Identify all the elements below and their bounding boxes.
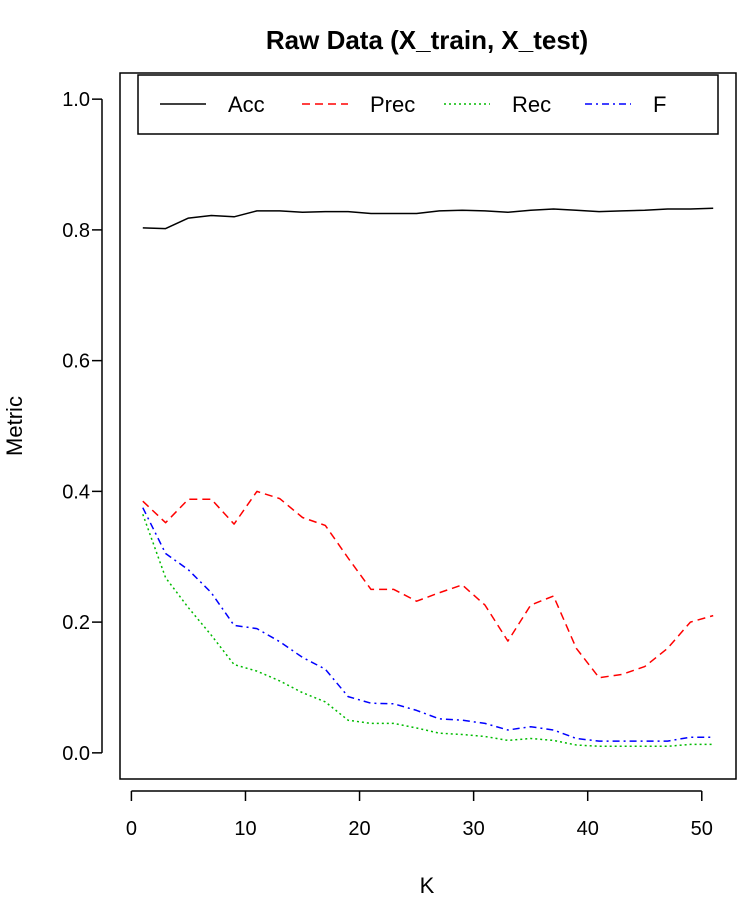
legend-label-f: F: [653, 92, 666, 117]
legend-label-prec: Prec: [370, 92, 415, 117]
x-tick-label: 50: [691, 818, 713, 840]
y-tick-label: 0.8: [62, 220, 90, 242]
x-tick-label: 20: [348, 818, 370, 840]
y-tick-label: 0.2: [62, 612, 90, 634]
x-axis-label: K: [420, 873, 435, 898]
series-line-acc: [142, 207, 714, 230]
y-tick-label: 0.4: [62, 481, 90, 503]
chart-title: Raw Data (X_train, X_test): [266, 25, 588, 55]
series-line-rec: [142, 514, 714, 748]
y-tick-label: 0.6: [62, 351, 90, 373]
x-tick-label: 10: [234, 818, 256, 840]
legend: Acc Prec Rec F: [137, 74, 719, 135]
series-group: [142, 207, 714, 748]
x-axis: 0 10 20 30 40 50: [126, 790, 713, 840]
y-axis-label: Metric: [2, 396, 27, 456]
legend-label-acc: Acc: [228, 92, 265, 117]
y-axis: 0.0 0.2 0.4 0.6 0.8 1.0: [62, 89, 103, 765]
x-tick-label: 30: [463, 818, 485, 840]
plot-frame: [119, 72, 737, 780]
y-tick-label: 1.0: [62, 89, 90, 111]
x-tick-label: 40: [577, 818, 599, 840]
series-line-prec: [142, 490, 714, 679]
series-line-f: [142, 507, 714, 742]
y-tick-label: 0.0: [62, 743, 90, 765]
x-tick-label: 0: [126, 818, 137, 840]
legend-label-rec: Rec: [512, 92, 551, 117]
